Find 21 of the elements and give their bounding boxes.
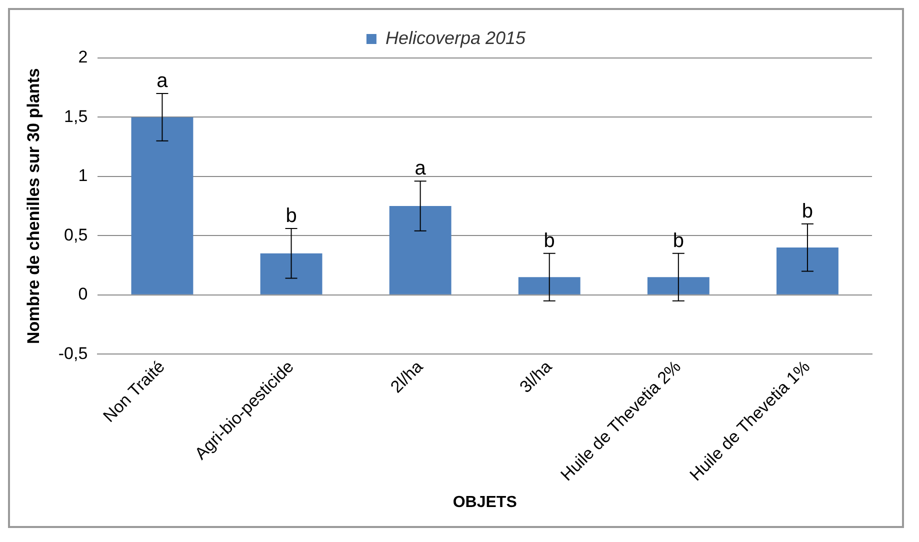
bar	[389, 206, 452, 294]
y-tick-label: 1,5	[64, 106, 88, 126]
annotation: b	[672, 230, 684, 252]
bar	[260, 253, 322, 294]
annotation: b	[802, 200, 814, 222]
bar	[647, 277, 710, 294]
y-tick-label: 1	[78, 166, 88, 186]
legend-label: Helicoverpa 2015	[385, 28, 527, 48]
annotation: a	[156, 70, 169, 92]
bar	[518, 277, 580, 294]
annotation: a	[414, 158, 427, 180]
annotation: b	[544, 230, 555, 252]
y-tick-label: 0	[78, 284, 88, 304]
bar	[131, 117, 194, 294]
y-axis-title: Nombre de chenilles sur 30 plants	[24, 68, 43, 344]
y-tick-label: 0,5	[64, 225, 88, 244]
bar	[776, 248, 838, 294]
annotation: b	[286, 205, 297, 228]
y-tick-label: -0,5	[58, 344, 88, 363]
x-axis-title: OBJETS	[452, 494, 518, 511]
y-tick-label: 2	[78, 48, 88, 67]
